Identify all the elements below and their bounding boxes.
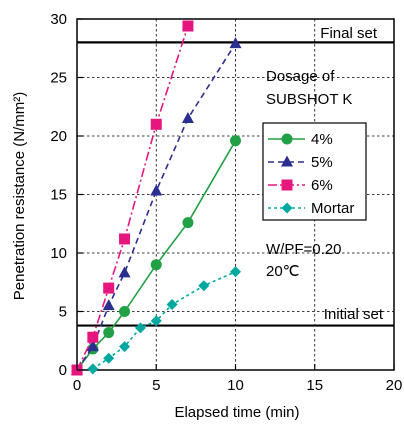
data-point-5-pct	[86, 340, 99, 352]
data-point-mortar	[166, 298, 178, 310]
temperature-label: 20℃	[266, 263, 300, 280]
series-line-mortar	[92, 270, 236, 370]
y-axis-title: Penetration resistance (N/mm²)	[11, 92, 28, 300]
data-point-4-pct	[150, 259, 162, 271]
x-tick-label: 5	[152, 377, 160, 394]
data-point-6-pct	[103, 282, 115, 294]
wpf-label: W/PF=0.20	[266, 241, 341, 258]
y-tick-label: 20	[50, 128, 67, 145]
series-layer	[71, 20, 242, 376]
data-point-6-pct	[119, 233, 131, 245]
axis-ticks: 0 5 10 15 20 0 5 10 15 20 25 30	[50, 11, 402, 394]
data-point-5-pct	[118, 266, 131, 278]
data-point-4-pct	[230, 135, 241, 147]
data-point-5-pct	[102, 299, 115, 311]
x-tick-label: 15	[306, 377, 323, 394]
legend-marker-6-pct	[281, 179, 293, 191]
data-point-4-pct	[103, 327, 115, 339]
data-point-5-pct	[150, 184, 163, 196]
y-tick-label: 0	[59, 362, 67, 379]
legend-label-4-pct: 4%	[311, 131, 333, 148]
data-point-4-pct	[119, 306, 131, 317]
y-tick-label: 30	[50, 11, 67, 28]
data-point-6-pct	[182, 20, 194, 32]
legend-marker-5-pct	[281, 155, 293, 167]
data-point-5-pct	[181, 111, 194, 123]
y-tick-label: 15	[50, 187, 67, 204]
legend-label-6-pct: 6%	[311, 177, 333, 194]
legend-title-line1: Dosage of	[266, 68, 335, 85]
data-point-mortar	[198, 280, 210, 292]
legend-marker-mortar	[281, 202, 293, 214]
final-set-label: Final set	[320, 25, 378, 42]
data-point-6-pct	[87, 331, 99, 343]
legend-marker-4-pct	[281, 133, 293, 145]
legend-label-5-pct: 5%	[311, 154, 333, 171]
y-tick-label: 10	[50, 245, 67, 262]
data-point-mortar	[103, 352, 115, 364]
data-point-4-pct	[182, 217, 194, 229]
legend-title-line2: SUBSHOT K	[266, 91, 352, 108]
data-point-mortar	[150, 315, 162, 327]
data-point-6-pct	[150, 118, 162, 130]
data-point-mortar	[119, 341, 131, 353]
initial-set-label: Initial set	[324, 306, 384, 323]
data-point-mortar	[134, 322, 146, 334]
x-tick-label: 10	[227, 377, 244, 394]
data-point-mortar	[87, 363, 99, 375]
y-tick-label: 25	[50, 70, 67, 87]
x-axis-title: Elapsed time (min)	[174, 404, 299, 421]
y-tick-label: 5	[59, 304, 67, 321]
legend-label-mortar: Mortar	[311, 200, 354, 217]
x-tick-label: 20	[386, 377, 403, 394]
x-tick-label: 0	[73, 377, 81, 394]
legend: 4% 5% 6% Mortar	[268, 131, 354, 217]
data-point-5-pct	[229, 37, 242, 49]
data-point-mortar	[230, 266, 241, 278]
